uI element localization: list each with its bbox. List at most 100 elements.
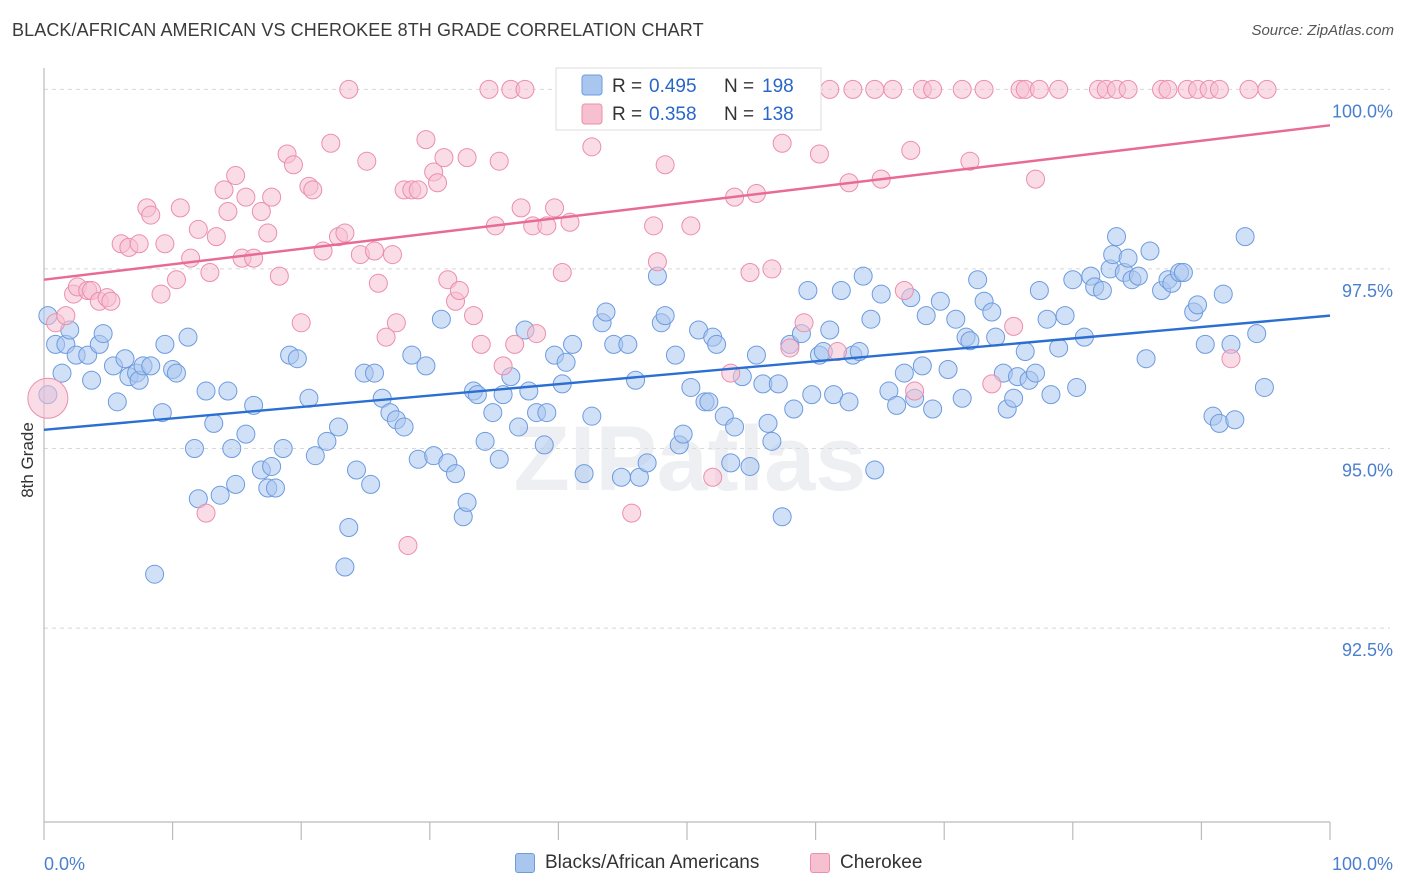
- cherokee-point-120: [960, 151, 980, 171]
- cherokee-point-33: [269, 266, 289, 286]
- blacks-point-30: [218, 381, 238, 401]
- blacks-point-57: [408, 449, 428, 469]
- blacks-point-56: [402, 345, 422, 365]
- cherokee-point-76: [545, 198, 565, 218]
- chart-title: BLACK/AFRICAN AMERICAN VS CHEROKEE 8TH G…: [12, 20, 704, 40]
- blacks-point-21: [155, 334, 175, 354]
- cherokee-point-22: [200, 263, 220, 283]
- blacks-point-45: [328, 417, 348, 437]
- blacks-point-170: [1107, 227, 1127, 247]
- blacks-point-156: [1026, 363, 1046, 383]
- blacks-point-38: [265, 478, 285, 498]
- legend-n-value-2: 138: [762, 104, 794, 125]
- cherokee-point-20: [188, 219, 208, 239]
- cherokee-point-43: [339, 79, 359, 99]
- cherokee-point-38: [303, 180, 323, 200]
- blacks-point-66: [467, 385, 487, 405]
- blacks-point-189: [1225, 410, 1245, 430]
- cherokee-point-91: [681, 216, 701, 236]
- blacks-point-20: [152, 403, 172, 423]
- blacks-point-159: [1041, 385, 1061, 405]
- cherokee-point-95: [721, 363, 741, 383]
- blacks-point-149: [986, 327, 1006, 347]
- blacks-point-172: [1118, 248, 1138, 268]
- trend-lines: [43, 124, 1331, 432]
- cherokee-point-23: [206, 227, 226, 247]
- cherokee-point-15: [151, 284, 171, 304]
- cherokee-point-52: [398, 535, 418, 555]
- watermark: ZIPatlas: [514, 408, 867, 510]
- blacks-point-162: [1063, 270, 1083, 290]
- blacks-point-141: [938, 359, 958, 379]
- blacks-point-85: [596, 302, 616, 322]
- blacks-point-44: [317, 431, 337, 451]
- blacks-point-114: [772, 507, 792, 527]
- blacks-point-192: [1254, 377, 1274, 397]
- cherokee-point-28: [236, 187, 256, 207]
- cherokee-point-119: [952, 79, 972, 99]
- cherokee-point-128: [1049, 79, 1069, 99]
- cherokee-point-88: [655, 155, 675, 175]
- cherokee-point-106: [809, 144, 829, 164]
- blacks-point-24: [178, 327, 198, 347]
- blacks-point-118: [798, 280, 818, 300]
- legend-item-cherokee: Cherokee: [810, 852, 922, 874]
- cherokee-point-26: [226, 166, 246, 186]
- blacks-point-124: [831, 280, 851, 300]
- cherokee-trend-line: [43, 124, 1331, 281]
- cherokee-point-46: [365, 241, 385, 261]
- blacks-point-94: [655, 306, 675, 326]
- y-tick-labels: 100.0% 97.5% 95.0% 92.5%: [1332, 101, 1393, 660]
- legend-item-blacks: Blacks/African Americans: [515, 852, 759, 874]
- blacks-point-95: [665, 345, 685, 365]
- cherokee-point-32: [262, 187, 282, 207]
- cherokee-point-19: [181, 248, 201, 268]
- legend-label-cherokee: Cherokee: [840, 852, 923, 873]
- cherokee-point-71: [511, 198, 531, 218]
- blacks-point-98: [681, 377, 701, 397]
- blacks-point-122: [820, 320, 840, 340]
- cherokee-point-138: [1209, 79, 1229, 99]
- cherokee-point-17: [166, 270, 186, 290]
- blacks-point-116: [784, 399, 804, 419]
- blacks-point-130: [865, 460, 885, 480]
- cherokee-point-126: [1026, 169, 1046, 189]
- legend-r-label-1: R =: [612, 76, 642, 97]
- blacks-point-88: [618, 334, 638, 354]
- cherokee-point-57: [428, 173, 448, 193]
- blacks-point-33: [236, 424, 256, 444]
- cherokee-point-115: [901, 140, 921, 160]
- blacks-point-139: [923, 399, 943, 419]
- legend-swatch-blacks: [515, 853, 535, 873]
- cherokee-point-77: [552, 263, 572, 283]
- cherokee-point-47: [368, 273, 388, 293]
- cherokee-point-107: [820, 79, 840, 99]
- blacks-point-64: [457, 492, 477, 512]
- blacks-point-83: [582, 406, 602, 426]
- x-tick-label-0: 0.0%: [44, 854, 85, 874]
- legend-box: R = 0.495 N = 198 R = 0.358 N = 138: [555, 67, 822, 131]
- blacks-point-158: [1037, 309, 1057, 329]
- blacks-point-137: [912, 356, 932, 376]
- blacks-point-108: [740, 456, 760, 476]
- blacks-point-42: [299, 388, 319, 408]
- cherokee-point-61: [449, 280, 469, 300]
- cherokee-point-58: [434, 148, 454, 168]
- blacks-point-123: [824, 385, 844, 405]
- cherokee-point-110: [843, 79, 863, 99]
- blacks-point-148: [982, 302, 1002, 322]
- blacks-point-82: [574, 464, 594, 484]
- cherokee-point-31: [258, 223, 278, 243]
- blacks-point-48: [346, 460, 366, 480]
- y-tick-label-3: 92.5%: [1342, 640, 1393, 660]
- cherokee-point-122: [982, 374, 1002, 394]
- legend-r-value-1: 0.495: [649, 76, 697, 97]
- blacks-point-55: [394, 417, 414, 437]
- blacks-point-50: [361, 474, 381, 494]
- blacks-trend-line: [43, 314, 1331, 432]
- cherokee-point-21: [196, 503, 216, 523]
- blacks-point-103: [707, 334, 727, 354]
- blacks-point-3: [52, 363, 72, 383]
- legend-swatch-cherokee: [810, 853, 830, 873]
- x-tick-labels: 0.0% 100.0%: [44, 854, 1393, 874]
